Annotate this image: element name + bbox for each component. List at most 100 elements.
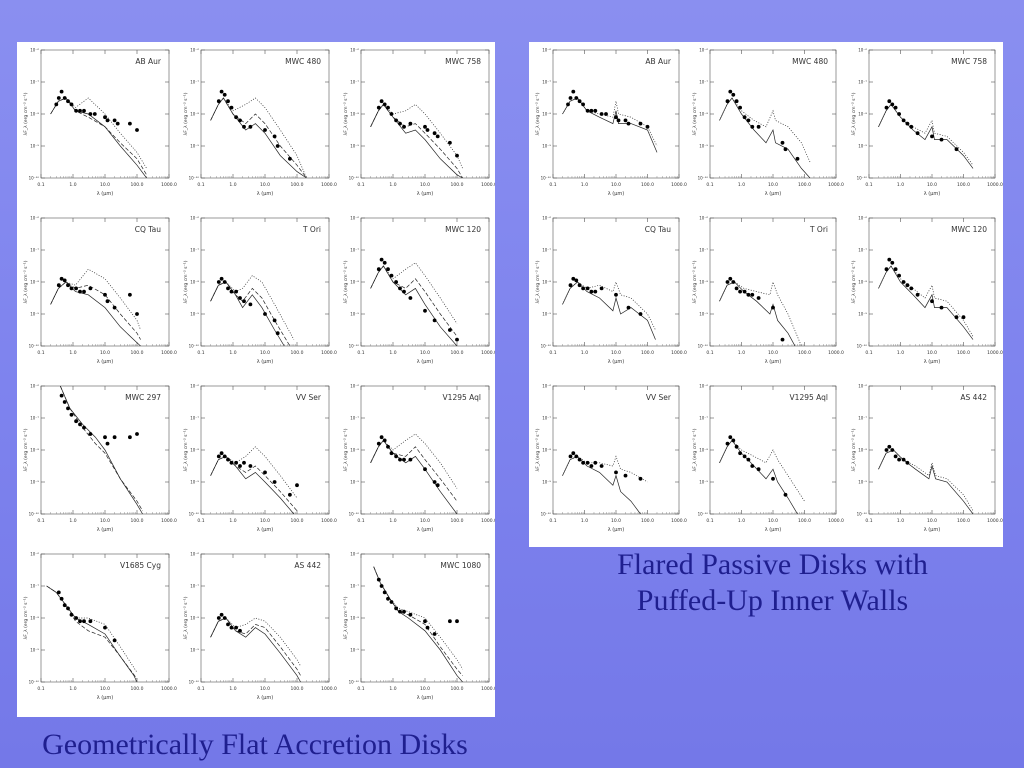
sed-panel-as-442: 0.1 1.0 10.0 100.0 1000.0 10⁻¹⁰ 10⁻⁹ 10⁻⁸ 10⁻⁷ 10… xyxy=(851,384,1003,534)
x-tick-label: 100.0 xyxy=(131,518,144,524)
data-point xyxy=(585,460,590,465)
y-tick-label: 10⁻⁶ xyxy=(699,384,708,389)
y-tick-label: 10⁻⁷ xyxy=(350,80,359,85)
x-tick-label: 0.1 xyxy=(37,686,44,692)
y-tick-label: 10⁻⁸ xyxy=(30,448,39,453)
data-point xyxy=(915,292,920,297)
sed-panel-cq-tau: 0.1 1.0 10.0 100.0 1000.0 10⁻¹⁰ 10⁻⁹ 10⁻⁸ 10⁻⁷ 10… xyxy=(23,216,177,366)
data-point xyxy=(88,286,93,291)
data-point xyxy=(69,286,74,291)
data-point xyxy=(54,102,59,107)
x-axis-label: λ (μm) xyxy=(417,191,434,197)
x-axis-label: λ (μm) xyxy=(924,191,941,197)
model-curve-dotted xyxy=(878,265,974,337)
data-point xyxy=(219,276,224,281)
data-point xyxy=(897,457,901,462)
x-tick-label: 1.0 xyxy=(581,350,588,356)
y-axis-label: λF_λ (erg cm⁻² s⁻¹) xyxy=(692,92,698,135)
sed-panel-cq-tau: 0.1 1.0 10.0 100.0 1000.0 10⁻¹⁰ 10⁻⁹ 10⁻⁸ 10⁻⁷ 10… xyxy=(535,216,687,366)
y-tick-label: 10⁻¹⁰ xyxy=(698,176,709,181)
x-tick-label: 10.0 xyxy=(100,182,110,188)
y-tick-label: 10⁻⁹ xyxy=(350,144,359,149)
data-point xyxy=(394,118,398,123)
y-tick-label: 10⁻⁹ xyxy=(858,312,867,317)
x-tick-label: 100.0 xyxy=(957,350,970,356)
x-tick-label: 1000.0 xyxy=(161,182,177,188)
data-point xyxy=(394,280,398,284)
y-tick-label: 10⁻⁶ xyxy=(350,216,359,221)
data-point xyxy=(728,435,733,440)
data-point xyxy=(112,305,117,310)
model-curve-solid xyxy=(50,97,147,178)
model-curve-solid xyxy=(370,103,463,178)
x-tick-label: 0.1 xyxy=(549,182,556,188)
y-axis-label: λF_λ (erg cm⁻² s⁻¹) xyxy=(23,428,29,471)
plot-frame xyxy=(868,217,996,347)
x-tick-label: 0.1 xyxy=(706,182,713,188)
data-point xyxy=(571,451,576,456)
panel-star-name: MWC 480 xyxy=(285,57,321,66)
y-tick-label: 10⁻⁶ xyxy=(858,216,867,221)
x-tick-label: 10.0 xyxy=(927,518,937,524)
data-point xyxy=(614,292,618,297)
sed-panel-v1295-aql: 0.1 1.0 10.0 100.0 1000.0 10⁻¹⁰ 10⁻⁹ 10⁻⁸ 10⁻⁷ 10… xyxy=(692,384,844,534)
y-axis-label: λF_λ (erg cm⁻² s⁻¹) xyxy=(535,428,541,471)
x-tick-label: 0.1 xyxy=(865,518,872,524)
sed-panel-t-ori: 0.1 1.0 10.0 100.0 1000.0 10⁻¹⁰ 10⁻⁹ 10⁻⁸ 10⁻⁷ 10… xyxy=(183,216,337,366)
x-tick-label: 0.1 xyxy=(357,518,364,524)
y-tick-label: 10⁻⁷ xyxy=(350,584,359,589)
x-tick-label: 1000.0 xyxy=(828,350,844,356)
y-tick-label: 10⁻⁹ xyxy=(858,480,867,485)
data-point xyxy=(222,616,227,620)
data-point xyxy=(272,134,277,139)
data-point xyxy=(234,625,238,630)
data-point xyxy=(890,260,895,265)
y-tick-label: 10⁻⁶ xyxy=(30,384,39,389)
x-tick-label: 1.0 xyxy=(738,518,745,524)
model-curve-dotted xyxy=(878,103,974,166)
data-point xyxy=(574,278,579,283)
data-point xyxy=(402,609,406,614)
data-point xyxy=(577,457,582,462)
y-tick-label: 10⁻⁶ xyxy=(350,48,359,53)
data-point xyxy=(909,286,914,291)
data-point xyxy=(103,115,107,120)
model-curve-dotted xyxy=(562,455,648,483)
sed-panel-vv-ser: 0.1 1.0 10.0 100.0 1000.0 10⁻¹⁰ 10⁻⁹ 10⁻⁸ 10⁻⁷ 10… xyxy=(183,384,337,534)
y-tick-label: 10⁻⁹ xyxy=(350,648,359,653)
data-point xyxy=(909,124,914,129)
data-point xyxy=(263,128,267,132)
data-point xyxy=(432,131,437,136)
y-tick-label: 10⁻⁹ xyxy=(542,480,551,485)
data-point xyxy=(887,444,892,449)
data-point xyxy=(69,102,74,107)
data-point xyxy=(423,124,427,129)
y-tick-label: 10⁻¹⁰ xyxy=(29,344,40,349)
x-axis-label: λ (μm) xyxy=(417,695,434,701)
y-tick-label: 10⁻¹⁰ xyxy=(698,344,709,349)
data-point xyxy=(386,444,390,449)
x-tick-label: 100.0 xyxy=(131,350,144,356)
data-point xyxy=(402,289,406,294)
x-tick-label: 10.0 xyxy=(420,686,430,692)
data-point xyxy=(62,400,67,404)
x-tick-label: 1.0 xyxy=(229,182,236,188)
data-point xyxy=(386,596,390,601)
left-sed-grid: 0.1 1.0 10.0 100.0 1000.0 10⁻¹⁰ 10⁻⁹ 10⁻⁸ 10⁻⁷ 10… xyxy=(23,48,497,702)
data-point xyxy=(382,438,387,443)
data-point xyxy=(382,590,387,595)
data-point xyxy=(242,124,246,129)
panel-star-name: V1685 Cyg xyxy=(120,561,161,570)
x-tick-label: 1000.0 xyxy=(321,686,337,692)
data-point xyxy=(638,312,643,316)
data-point xyxy=(738,105,742,110)
data-point xyxy=(82,108,86,113)
y-tick-label: 10⁻¹⁰ xyxy=(189,512,200,517)
model-curve-dotted xyxy=(46,585,138,673)
data-point xyxy=(398,121,402,126)
y-tick-label: 10⁻⁷ xyxy=(190,248,199,253)
data-point xyxy=(226,286,230,291)
left-caption: Geometrically Flat Accretion Disks xyxy=(42,728,468,761)
data-point xyxy=(738,289,742,294)
data-point xyxy=(901,280,906,284)
